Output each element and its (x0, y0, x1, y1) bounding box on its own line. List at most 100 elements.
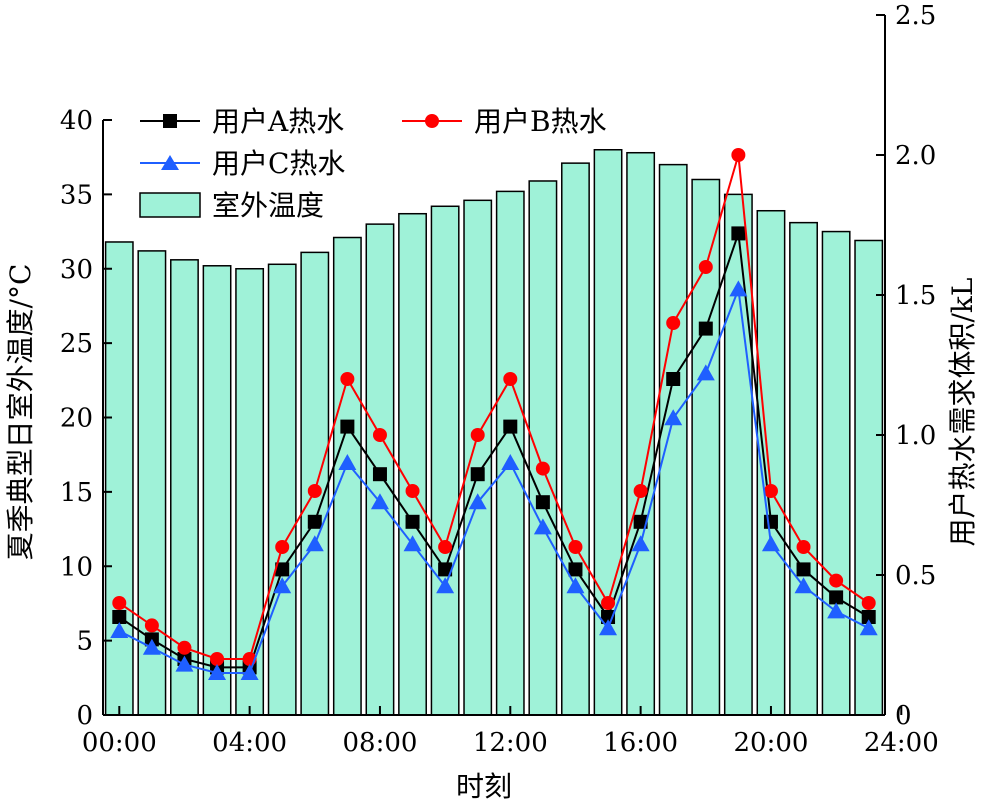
ticks-layer: 0 5 10 15 20 25 30 35 40 0 0.5 1.0 1.5 2.0 2.5 00:00 04:… (60, 1, 939, 758)
y-right-tick-label: 1.0 (895, 421, 936, 451)
y-left-tick-label: 5 (76, 627, 93, 657)
y-left-tick-label: 25 (60, 329, 93, 359)
series-c-point (761, 535, 780, 552)
temperature-bar (398, 212, 427, 716)
y-right-tick-label: 2.5 (895, 1, 936, 31)
series-b-point (307, 484, 322, 498)
y-left-tick-label: 0 (76, 701, 93, 731)
series-line-1 (118, 233, 870, 669)
temperature-bar (202, 265, 232, 716)
series-c-point (175, 655, 194, 672)
series-b-point (144, 618, 159, 633)
series-c-point (468, 493, 487, 510)
series-c-point (403, 535, 422, 552)
temperature-bar (789, 221, 818, 716)
y-left-tick-label: 30 (60, 255, 93, 285)
temperature-bar (723, 193, 753, 716)
series-a-point (829, 590, 844, 605)
series-c-point (827, 602, 846, 619)
series-a-point (796, 562, 811, 577)
x-tick-label: 00:00 (82, 728, 157, 758)
series-a-point (633, 514, 648, 529)
y-left-axis-title: 夏季典型日室外温度/°C (4, 264, 37, 561)
y-left-tick-label: 35 (60, 180, 93, 210)
series-a-point (666, 372, 681, 386)
legend-bar-swatch (139, 192, 201, 218)
series-b-point (829, 573, 844, 588)
legend-bar-label: 室外温度 (212, 189, 324, 222)
series-c-point (794, 577, 813, 594)
series-a-point (340, 419, 355, 434)
series-b-point (340, 372, 355, 386)
series-a-point (503, 419, 518, 434)
temperature-bar (463, 199, 493, 716)
series-a-point (307, 514, 322, 529)
series-b-point (438, 540, 453, 554)
legend-c-marker (161, 155, 179, 170)
temperature-bar (300, 251, 330, 716)
series-b-point (470, 428, 485, 442)
series-c-point (631, 535, 650, 552)
temperature-bar (626, 151, 656, 716)
series-c-point (208, 664, 227, 680)
temperature-bar (495, 190, 525, 716)
series-a-point (112, 610, 127, 624)
legend-c-label: 用户C热水 (212, 147, 345, 180)
temperature-bar (691, 178, 721, 716)
series-c-point (599, 619, 618, 636)
series-c-point (859, 619, 878, 636)
series-c-point (566, 577, 585, 594)
temperature-bar (821, 230, 851, 716)
series-a-point (405, 514, 420, 529)
legend: 用户A热水 用户B热水 用户C热水 室外温度 (139, 105, 607, 222)
y-left-tick-label: 20 (60, 404, 93, 434)
series-c-point (436, 577, 455, 594)
temperature-bar (561, 162, 590, 716)
series-c-point (273, 577, 292, 594)
series-a-point (535, 495, 550, 510)
series-b-point (372, 428, 387, 442)
y-right-tick-label: 0 (895, 701, 912, 731)
series-c-point (729, 280, 748, 297)
series-b-point (633, 484, 648, 498)
temperature-bar (658, 163, 688, 716)
series-line-2 (118, 154, 870, 660)
series-b-point (112, 596, 127, 610)
series-b-point (177, 640, 192, 655)
legend-b-marker (425, 114, 439, 128)
x-axis-title: 时刻 (456, 770, 512, 803)
y-left-tick-label: 40 (60, 106, 93, 136)
temperature-bar (332, 236, 362, 716)
y-left-tick-label: 15 (60, 478, 93, 508)
series-c-point (338, 454, 357, 470)
x-tick-label: 24:00 (864, 728, 939, 758)
series-c-point (240, 664, 259, 680)
series-b-point (861, 596, 876, 610)
series-c-point (305, 535, 324, 552)
series-line-3 (118, 289, 870, 674)
series-b-point (763, 484, 778, 498)
temperature-bar (528, 180, 558, 716)
x-tick-label: 12:00 (473, 728, 548, 758)
y-right-tick-label: 0.5 (895, 561, 936, 591)
x-tick-label: 04:00 (212, 728, 287, 758)
series-b-point (796, 540, 811, 554)
x-tick-label: 08:00 (342, 728, 417, 758)
series-c-point (501, 454, 520, 470)
series-b-point (535, 461, 550, 476)
series-b-point (275, 540, 290, 554)
series-b-point (405, 484, 420, 498)
series-b-point (666, 316, 681, 330)
temperature-bar (267, 263, 297, 716)
series-c-point (110, 622, 129, 638)
series-a-point (470, 467, 485, 482)
series-a-point (275, 562, 290, 577)
series-a-point (372, 467, 387, 482)
series-c-point (142, 638, 161, 655)
series-a-point (698, 321, 713, 336)
series-c-point (696, 364, 715, 381)
y-right-tick-label: 1.5 (895, 281, 936, 311)
series-b-point (503, 372, 518, 386)
series-a-point (861, 610, 876, 624)
